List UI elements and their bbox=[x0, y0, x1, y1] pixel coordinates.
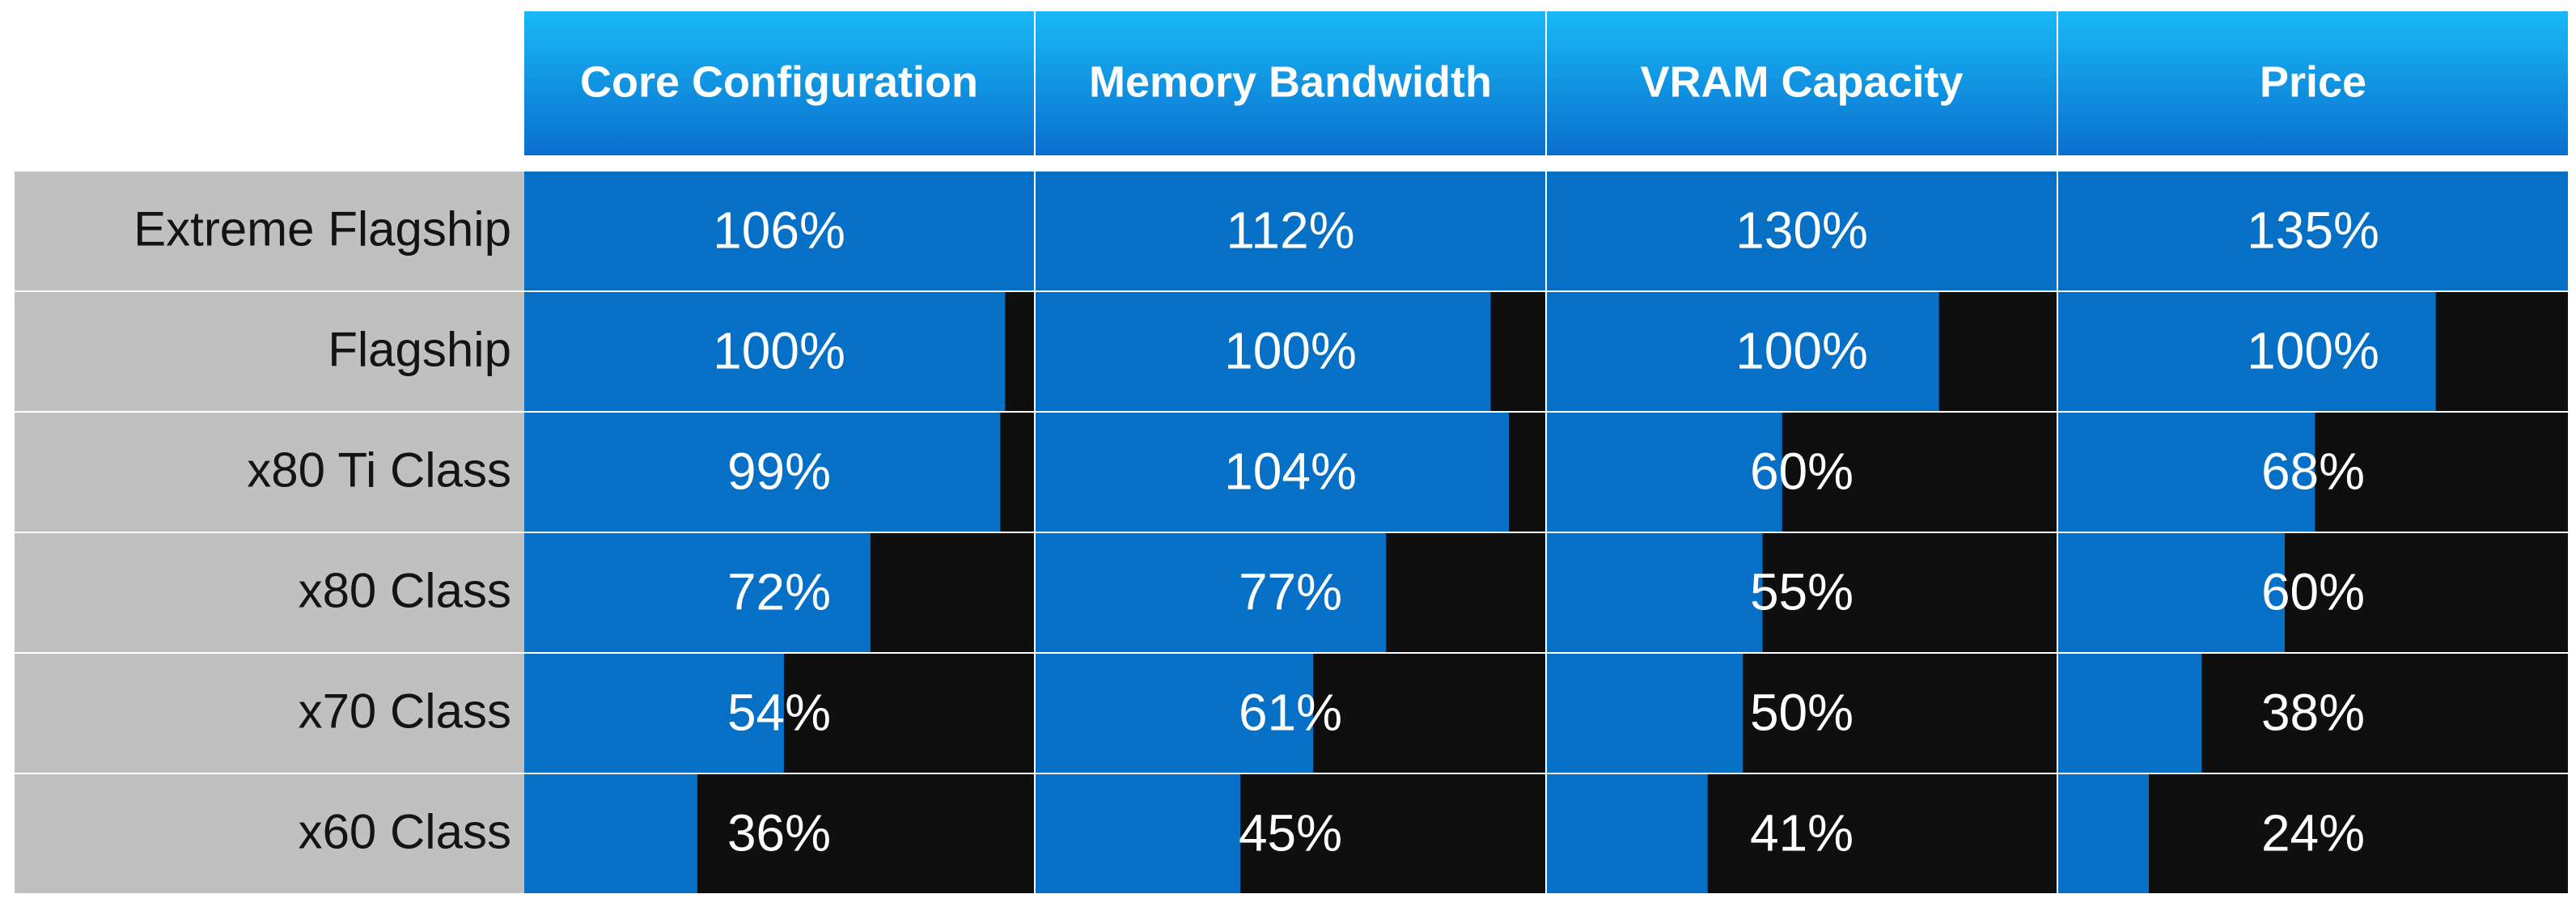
column-header-label: Price bbox=[2260, 57, 2366, 106]
value-label: 60% bbox=[2261, 562, 2365, 621]
value-label: 100% bbox=[1224, 321, 1357, 379]
row-label: x80 Ti Class bbox=[247, 443, 511, 497]
value-bar bbox=[524, 172, 1034, 290]
value-bar bbox=[2058, 172, 2568, 290]
row-label-cell bbox=[15, 413, 524, 532]
value-bar bbox=[1036, 533, 1387, 652]
value-label: 135% bbox=[2247, 201, 2379, 259]
value-bar bbox=[1547, 172, 2057, 290]
value-label: 61% bbox=[1239, 683, 1342, 741]
row-label-cell bbox=[15, 292, 524, 411]
value-bar bbox=[2058, 413, 2315, 532]
row-label: x70 Class bbox=[299, 684, 511, 738]
value-bar bbox=[1547, 533, 1763, 652]
value-label: 36% bbox=[727, 803, 831, 862]
value-label: 106% bbox=[713, 201, 845, 259]
column-header-label: Core Configuration bbox=[580, 57, 978, 106]
row-label-cell bbox=[15, 654, 524, 773]
value-label: 112% bbox=[1227, 201, 1355, 259]
value-bar bbox=[524, 774, 697, 893]
value-bar bbox=[1547, 654, 1743, 773]
value-bar bbox=[524, 292, 1006, 411]
data-cells: 106% 112% 130% 135% 100% 100% 100% 100% 99% 104% 6… bbox=[524, 172, 2568, 893]
value-bar bbox=[1547, 292, 1939, 411]
value-label: 100% bbox=[713, 321, 845, 379]
value-bar bbox=[1036, 774, 1241, 893]
row-label: Flagship bbox=[328, 322, 511, 376]
value-label: 68% bbox=[2261, 442, 2365, 500]
row-label: x60 Class bbox=[299, 804, 511, 858]
value-bar bbox=[1547, 413, 1782, 532]
value-bar bbox=[2058, 533, 2285, 652]
value-bar bbox=[1036, 172, 1545, 290]
row-label-cell bbox=[15, 774, 524, 893]
value-label: 50% bbox=[1750, 683, 1854, 741]
column-header-cell bbox=[524, 11, 1034, 155]
row-label: Extreme Flagship bbox=[133, 201, 511, 256]
value-label: 99% bbox=[727, 442, 831, 500]
value-bar bbox=[524, 413, 1001, 532]
value-label: 54% bbox=[727, 683, 831, 741]
value-label: 41% bbox=[1750, 803, 1854, 862]
value-bar bbox=[1036, 654, 1314, 773]
value-label: 77% bbox=[1239, 562, 1342, 621]
value-bar bbox=[1036, 292, 1491, 411]
column-header-cell bbox=[1547, 11, 2057, 155]
column-header-cell bbox=[1036, 11, 1545, 155]
value-label: 130% bbox=[1735, 201, 1868, 259]
column-headers: Core Configuration Memory Bandwidth VRAM C… bbox=[524, 11, 2568, 155]
value-label: 55% bbox=[1750, 562, 1854, 621]
row-label-cell bbox=[15, 172, 524, 290]
row-labels: Extreme Flagship Flagship x80 Ti Class x80 … bbox=[15, 172, 524, 893]
value-bar bbox=[2058, 774, 2149, 893]
value-label: 45% bbox=[1239, 803, 1342, 862]
value-bar bbox=[524, 654, 784, 773]
value-bar bbox=[2058, 654, 2202, 773]
row-label-cell bbox=[15, 533, 524, 652]
value-bar bbox=[1036, 413, 1509, 532]
value-bar bbox=[524, 533, 871, 652]
value-label: 60% bbox=[1750, 442, 1854, 500]
value-bar bbox=[2058, 292, 2436, 411]
column-header-label: Memory Bandwidth bbox=[1089, 57, 1492, 106]
value-label: 24% bbox=[2261, 803, 2365, 862]
value-label: 100% bbox=[2247, 321, 2379, 379]
column-header-label: VRAM Capacity bbox=[1640, 57, 1963, 106]
value-label: 72% bbox=[727, 562, 831, 621]
value-label: 38% bbox=[2261, 683, 2365, 741]
value-label: 100% bbox=[1735, 321, 1868, 379]
value-bar bbox=[1547, 774, 1708, 893]
column-header-cell bbox=[2058, 11, 2568, 155]
row-label: x80 Class bbox=[299, 563, 511, 617]
value-label: 104% bbox=[1224, 442, 1357, 500]
